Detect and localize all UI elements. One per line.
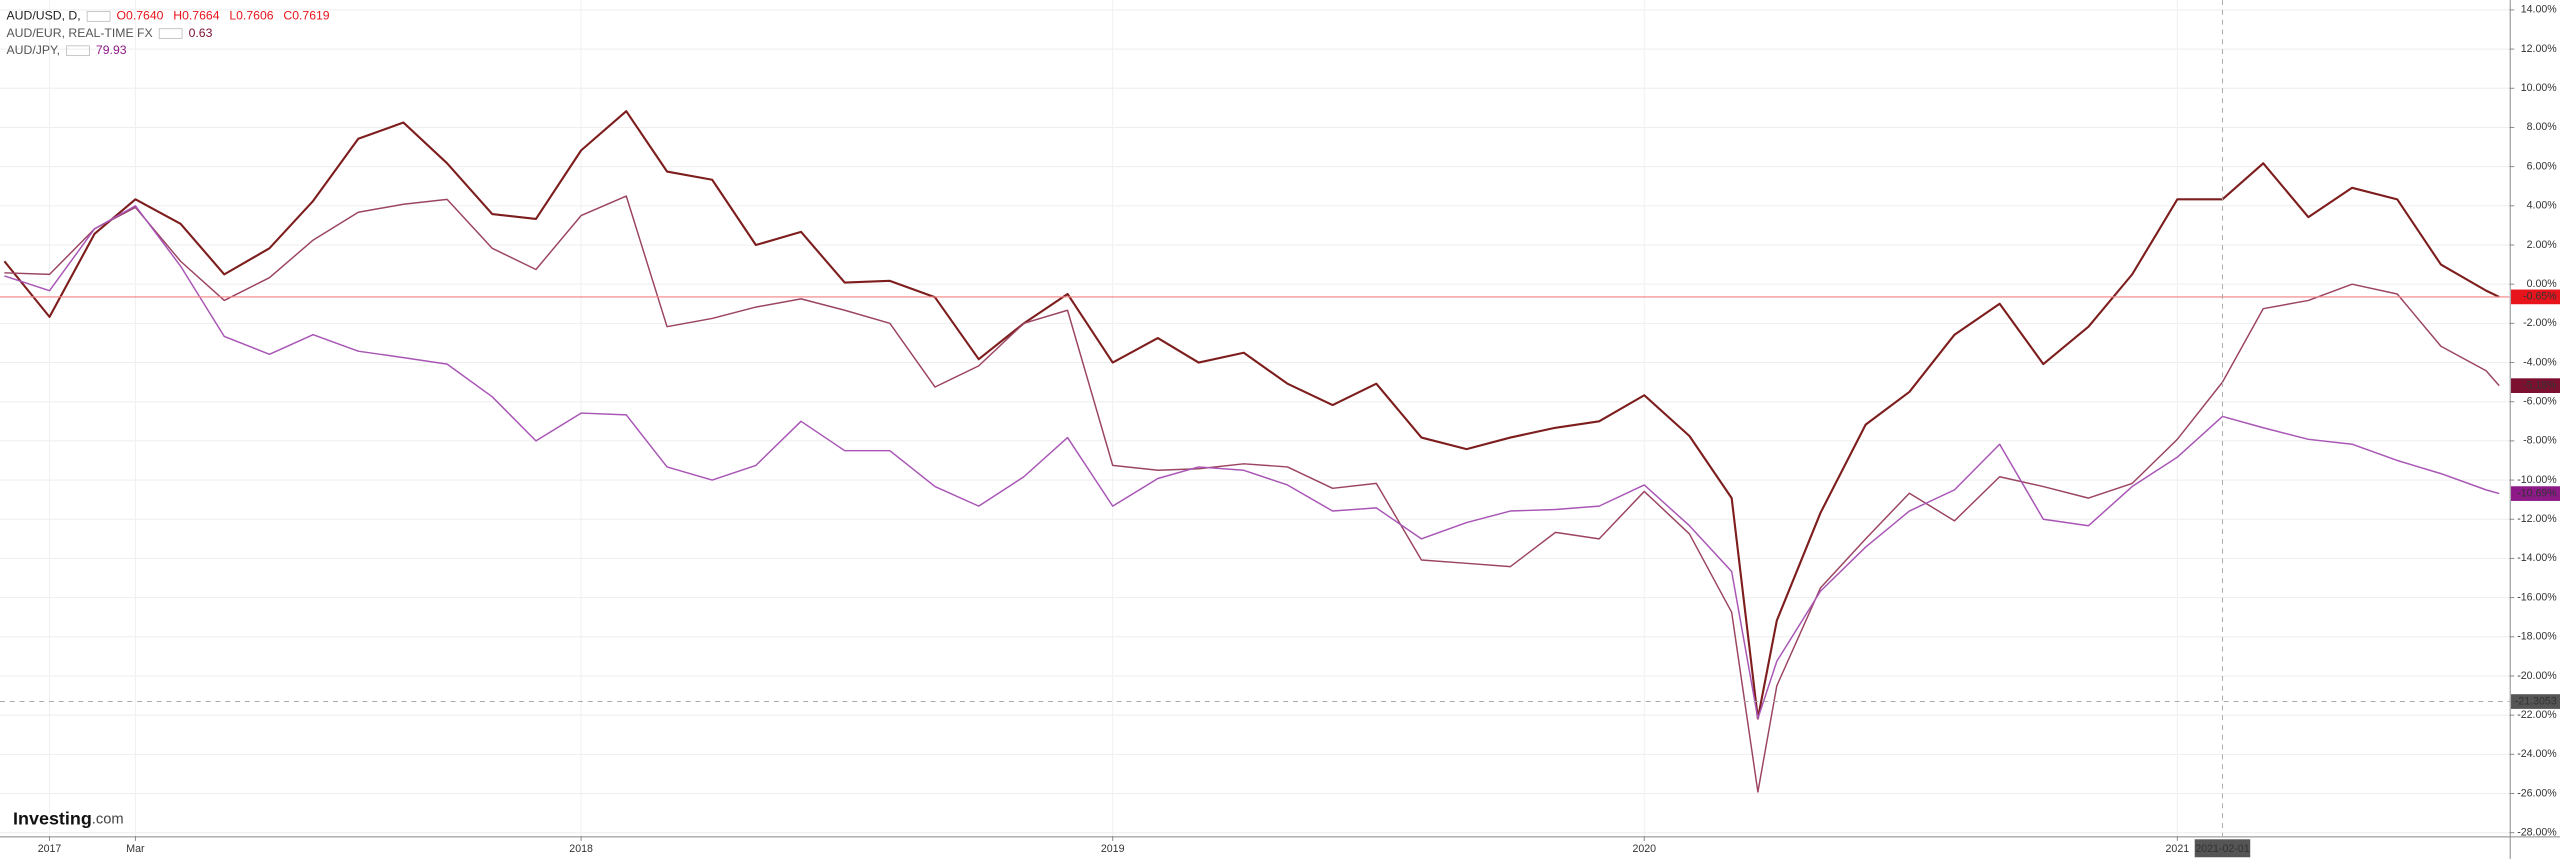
x-tick-label: 2019	[1101, 843, 1125, 855]
legend-quote: L0.7606	[229, 9, 273, 23]
x-tick-label: Mar	[126, 843, 145, 855]
last-value-box	[2511, 289, 2560, 305]
y-tick-label: -6.00%	[2523, 396, 2557, 408]
legend-name: AUD/EUR, REAL-TIME FX	[7, 26, 153, 40]
y-tick-label: 2.00%	[2527, 239, 2558, 251]
y-tick-label: 0.00%	[2527, 278, 2558, 290]
y-tick-label: -10.00%	[2517, 474, 2557, 486]
watermark-main: Investing	[13, 808, 92, 828]
y-tick-label: -24.00%	[2517, 748, 2557, 760]
legend-quote: H0.7664	[173, 9, 219, 23]
series	[3, 110, 2500, 793]
crosshair-y-box	[2511, 694, 2560, 709]
y-tick-label: -12.00%	[2517, 513, 2557, 525]
last-value-label: -0.65%	[2523, 291, 2557, 303]
y-tick-label: 10.00%	[2521, 82, 2558, 94]
y-tick-label: -8.00%	[2523, 435, 2557, 447]
watermark: Investing.com	[13, 808, 124, 828]
legend-quote: C0.7619	[283, 9, 329, 23]
y-tick-label: -26.00%	[2517, 787, 2557, 799]
legend-name: AUD/USD, D,	[7, 9, 81, 23]
legend-swatch	[158, 28, 183, 39]
series-line	[4, 195, 2500, 793]
y-tick-label: -14.00%	[2517, 552, 2557, 564]
crosshair-x-label: 2021-02-01	[2195, 843, 2249, 855]
series-line	[4, 205, 2500, 720]
last-value-label: -5.18%	[2523, 379, 2557, 391]
y-tick-label: 12.00%	[2521, 43, 2558, 55]
legend: AUD/USD, D, O0.7640 H0.7664 L0.7606 C0.7619 A…	[7, 9, 330, 57]
y-tick-label: 6.00%	[2527, 160, 2558, 172]
y-tick-label: -20.00%	[2517, 670, 2557, 682]
legend-name: AUD/JPY,	[7, 43, 60, 57]
y-tick-label: 4.00%	[2527, 200, 2558, 212]
legend-swatch	[66, 45, 90, 57]
x-tick-label: 2021	[2166, 843, 2190, 855]
y-tick-label: 14.00%	[2521, 4, 2558, 16]
axes: 14.00% 12.00% 10.00% 8.00% 6.00% 4.00% 2.00% 0.…	[38, 4, 2560, 858]
x-tick-label: 2020	[1632, 843, 1656, 855]
last-value-label: -10.69%	[2517, 487, 2557, 499]
crosshair-y-label: -21.3053	[2515, 695, 2557, 707]
x-tick-label: 2017	[38, 843, 62, 855]
y-tick-label: 8.00%	[2527, 121, 2558, 133]
y-tick-label: -22.00%	[2517, 709, 2557, 721]
legend-quote: 79.93	[96, 43, 127, 57]
x-tick-label: 2018	[569, 843, 593, 855]
y-tick-label: -28.00%	[2517, 826, 2557, 838]
legend-quote: O0.7640	[117, 9, 164, 23]
y-tick-label: -4.00%	[2523, 356, 2557, 368]
crosshair-x-box	[2194, 839, 2251, 858]
overlay	[0, 0, 2510, 837]
grid	[0, 0, 2510, 837]
y-tick-label: -16.00%	[2517, 591, 2557, 603]
y-tick-label: -18.00%	[2517, 631, 2557, 643]
watermark-suffix: .com	[92, 812, 124, 828]
series-line	[3, 110, 2500, 720]
last-value-box	[2511, 486, 2560, 501]
y-tick-label: -2.00%	[2523, 317, 2557, 329]
legend-swatch	[86, 11, 111, 22]
last-value-box	[2511, 378, 2560, 393]
legend-quote: 0.63	[189, 26, 213, 40]
